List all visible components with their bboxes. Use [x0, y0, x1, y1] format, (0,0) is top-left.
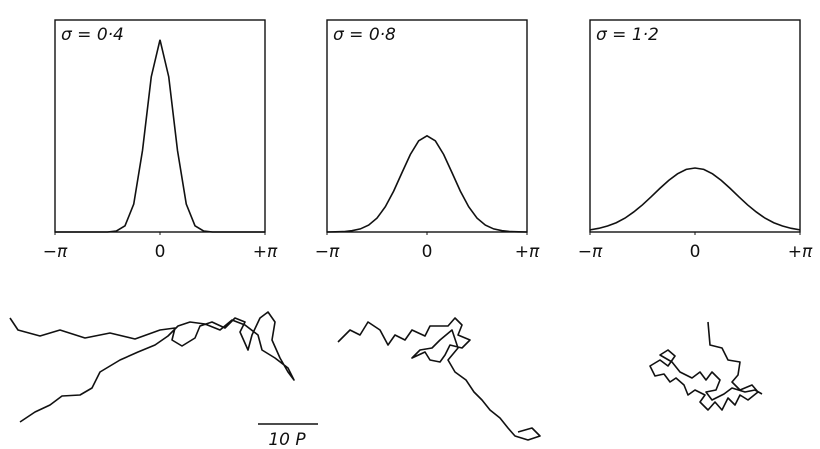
density-curve: [589, 167, 801, 231]
x-tick-label: −π: [43, 242, 68, 262]
panel-label: σ = 0·4: [61, 25, 124, 45]
x-tick-label: −π: [578, 242, 603, 262]
x-tick-label: +π: [515, 242, 540, 262]
random-walk: [337, 317, 541, 441]
random-walk: [9, 311, 295, 423]
panel-label: σ = 1·2: [596, 25, 659, 45]
x-tick-label: +π: [788, 242, 813, 262]
x-tick-label: −π: [315, 242, 340, 262]
panel-frame: [589, 19, 801, 233]
panel-frame: [326, 19, 528, 233]
random-walk: [649, 321, 763, 411]
x-tick-label: 0: [422, 242, 433, 262]
x-tick-label: 0: [690, 242, 701, 262]
panel-label: σ = 0·8: [333, 25, 396, 45]
density-curve: [55, 39, 265, 233]
density-curve: [326, 134, 528, 233]
panel-frame: [54, 19, 266, 233]
x-tick-label: 0: [155, 242, 166, 262]
scale-bar-label: 10 P: [268, 430, 306, 449]
x-tick-label: +π: [253, 242, 278, 262]
